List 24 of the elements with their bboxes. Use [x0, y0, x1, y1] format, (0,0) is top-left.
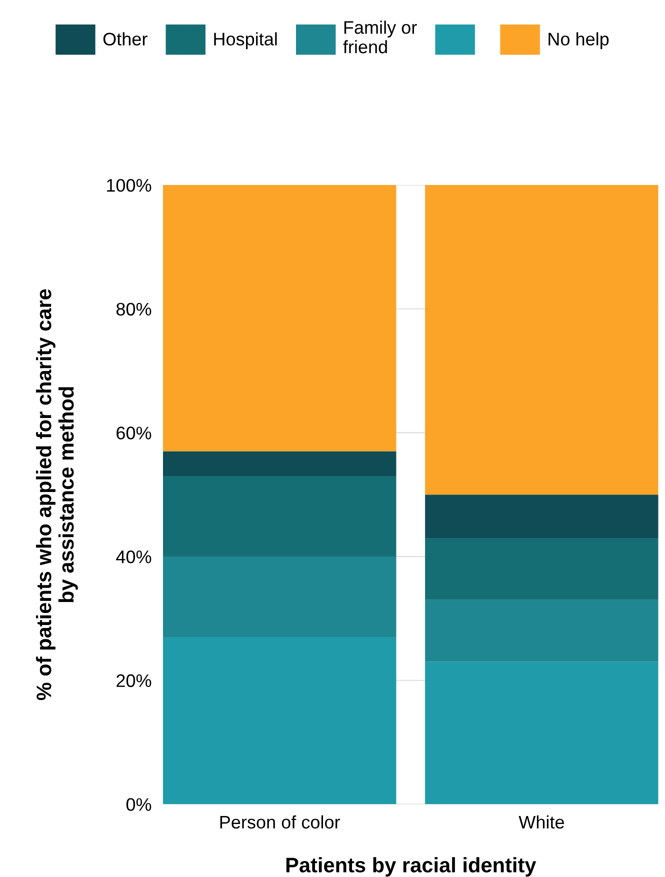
- x-tick-label: White: [518, 815, 564, 829]
- bar: [162, 451, 396, 476]
- y-tick-label: 40%: [116, 550, 152, 564]
- y-tick-label: 60%: [116, 426, 152, 440]
- y-axis-title: % of patients who applied for charity care by assistance method: [36, 289, 78, 700]
- bar: [425, 662, 658, 804]
- y-tick-label: 100%: [107, 178, 152, 192]
- y-tick-label: 20%: [116, 674, 152, 688]
- legend-label: Family or friend: [343, 20, 417, 54]
- x-axis-title: Patients by racial identity: [286, 857, 536, 877]
- y-tick-label: 0%: [126, 798, 152, 811]
- legend-label: Other: [103, 32, 148, 46]
- bar: [425, 494, 658, 538]
- bar: [162, 556, 396, 638]
- bar: [425, 185, 658, 495]
- bar: [162, 637, 396, 804]
- bar: [162, 476, 396, 557]
- x-tick-label: Person of color: [220, 815, 340, 829]
- y-tick-label: 80%: [116, 302, 152, 316]
- bar: [425, 600, 658, 662]
- legend-label: No help: [548, 32, 609, 50]
- legend-label: Hospital: [214, 32, 277, 50]
- bar: [162, 185, 396, 452]
- bar: [425, 538, 658, 600]
